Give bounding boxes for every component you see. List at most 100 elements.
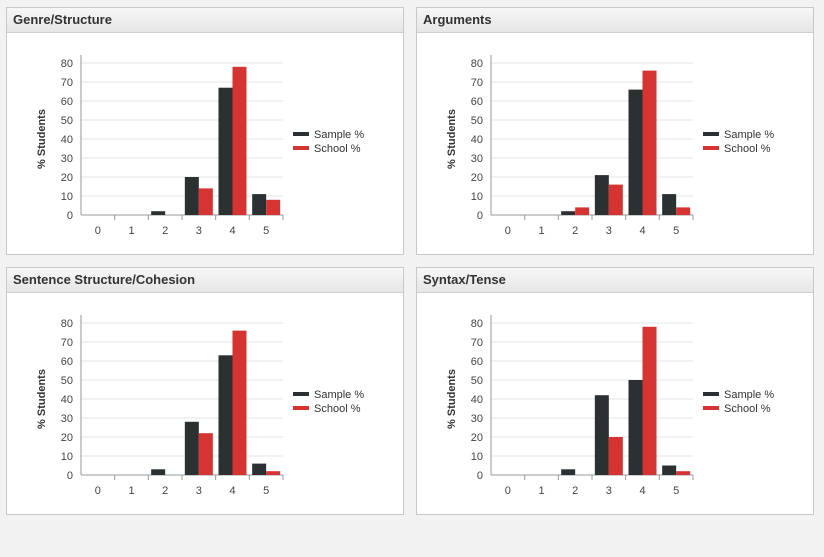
bar-sample xyxy=(252,194,267,215)
y-tick-label: 50 xyxy=(471,375,483,387)
legend-swatch-school xyxy=(293,146,309,150)
x-tick-label: 3 xyxy=(196,485,202,497)
y-tick-label: 0 xyxy=(477,210,483,222)
bar-sample xyxy=(151,211,166,215)
y-tick-label: 30 xyxy=(61,153,73,165)
bar-school xyxy=(608,184,623,215)
bar-chart-genre-structure: 0 10 20 30 40 50 60 70 80 % Students 0 1 2 3 4 5 Sample … xyxy=(36,55,364,237)
y-tick-label: 60 xyxy=(471,356,483,368)
bar-school xyxy=(198,433,213,475)
bar-sample xyxy=(252,463,267,475)
legend-label-sample: Sample % xyxy=(724,129,774,141)
bar-chart-sentence-structure: 0 10 20 30 40 50 60 70 80 % Students 0 1 2 3 4 5 Sample … xyxy=(36,315,364,497)
bar-school xyxy=(676,471,691,475)
x-tick-label: 3 xyxy=(196,225,202,237)
x-tick-label: 3 xyxy=(606,485,612,497)
y-tick-label: 40 xyxy=(471,134,483,146)
legend-swatch-sample xyxy=(703,132,719,136)
legend-label-school: School % xyxy=(724,403,771,415)
bar-school xyxy=(642,70,657,215)
bar-sample xyxy=(628,89,643,215)
x-tick-label: 1 xyxy=(128,485,134,497)
bar-sample xyxy=(594,175,609,215)
x-tick-label: 0 xyxy=(95,225,101,237)
y-tick-label: 70 xyxy=(61,77,73,89)
legend-swatch-sample xyxy=(293,132,309,136)
panel-title: Genre/Structure xyxy=(7,8,403,33)
x-tick-label: 4 xyxy=(639,485,645,497)
y-tick-label: 10 xyxy=(471,191,483,203)
x-tick-label: 4 xyxy=(229,485,235,497)
y-tick-label: 0 xyxy=(477,470,483,482)
y-tick-label: 30 xyxy=(471,153,483,165)
panel-title: Arguments xyxy=(417,8,813,33)
y-tick-label: 60 xyxy=(61,356,73,368)
bar-school xyxy=(608,437,623,475)
bar-sample xyxy=(561,211,576,215)
legend-swatch-sample xyxy=(703,392,719,396)
y-tick-label: 80 xyxy=(471,318,483,330)
legend-label-school: School % xyxy=(314,143,361,155)
x-tick-label: 0 xyxy=(505,485,511,497)
y-tick-label: 10 xyxy=(471,451,483,463)
y-tick-label: 20 xyxy=(61,432,73,444)
y-tick-label: 20 xyxy=(471,172,483,184)
y-tick-label: 40 xyxy=(61,394,73,406)
legend-label-school: School % xyxy=(314,403,361,415)
bar-sample xyxy=(628,380,643,475)
x-tick-label: 1 xyxy=(538,485,544,497)
y-tick-label: 70 xyxy=(471,77,483,89)
x-tick-label: 0 xyxy=(505,225,511,237)
chart-panel-genre-structure: Genre/Structure 0 10 20 30 40 50 60 70 80% Stude… xyxy=(6,7,404,255)
legend-swatch-sample xyxy=(293,392,309,396)
bar-school xyxy=(642,326,657,475)
y-tick-label: 40 xyxy=(471,394,483,406)
bar-school xyxy=(266,199,281,215)
y-axis-label: % Students xyxy=(36,109,48,169)
y-tick-label: 50 xyxy=(61,115,73,127)
bar-school xyxy=(266,471,281,475)
bar-chart-arguments: 0 10 20 30 40 50 60 70 80 % Students 0 1 2 3 4 5 Sample … xyxy=(446,55,774,237)
legend-swatch-school xyxy=(703,406,719,410)
bar-sample xyxy=(218,355,233,475)
y-axis-label: % Students xyxy=(36,369,48,429)
y-tick-label: 60 xyxy=(61,96,73,108)
panel-title: Sentence Structure/Cohesion xyxy=(7,268,403,293)
y-tick-label: 80 xyxy=(61,318,73,330)
y-tick-label: 30 xyxy=(471,413,483,425)
x-tick-label: 3 xyxy=(606,225,612,237)
y-tick-label: 80 xyxy=(61,58,73,70)
legend-label-school: School % xyxy=(724,143,771,155)
y-tick-label: 0 xyxy=(67,470,73,482)
bar-school xyxy=(575,207,590,215)
bar-sample xyxy=(662,194,677,215)
bar-sample xyxy=(218,87,233,215)
legend-swatch-school xyxy=(293,406,309,410)
legend-swatch-school xyxy=(703,146,719,150)
y-tick-label: 10 xyxy=(61,191,73,203)
bar-school xyxy=(232,330,247,475)
legend-label-sample: Sample % xyxy=(314,129,364,141)
y-axis-label: % Students xyxy=(446,109,458,169)
x-tick-label: 5 xyxy=(673,485,679,497)
bar-school xyxy=(198,188,213,215)
y-tick-label: 30 xyxy=(61,413,73,425)
bar-sample xyxy=(662,465,677,475)
y-tick-label: 20 xyxy=(471,432,483,444)
bar-sample xyxy=(184,421,199,475)
x-tick-label: 5 xyxy=(263,485,269,497)
bar-school xyxy=(232,66,247,215)
legend-label-sample: Sample % xyxy=(314,389,364,401)
x-tick-label: 2 xyxy=(162,485,168,497)
x-tick-label: 2 xyxy=(572,225,578,237)
x-tick-label: 4 xyxy=(639,225,645,237)
panel-title: Syntax/Tense xyxy=(417,268,813,293)
y-tick-label: 0 xyxy=(67,210,73,222)
x-tick-label: 4 xyxy=(229,225,235,237)
y-axis-label: % Students xyxy=(446,369,458,429)
bar-sample xyxy=(184,177,199,215)
chart-panel-sentence-structure: Sentence Structure/Cohesion 0 10 20 30 40 50 6… xyxy=(6,267,404,515)
chart-panel-syntax-tense: Syntax/Tense 0 10 20 30 40 50 60 70 80% Students… xyxy=(416,267,814,515)
x-tick-label: 5 xyxy=(263,225,269,237)
y-tick-label: 60 xyxy=(471,96,483,108)
